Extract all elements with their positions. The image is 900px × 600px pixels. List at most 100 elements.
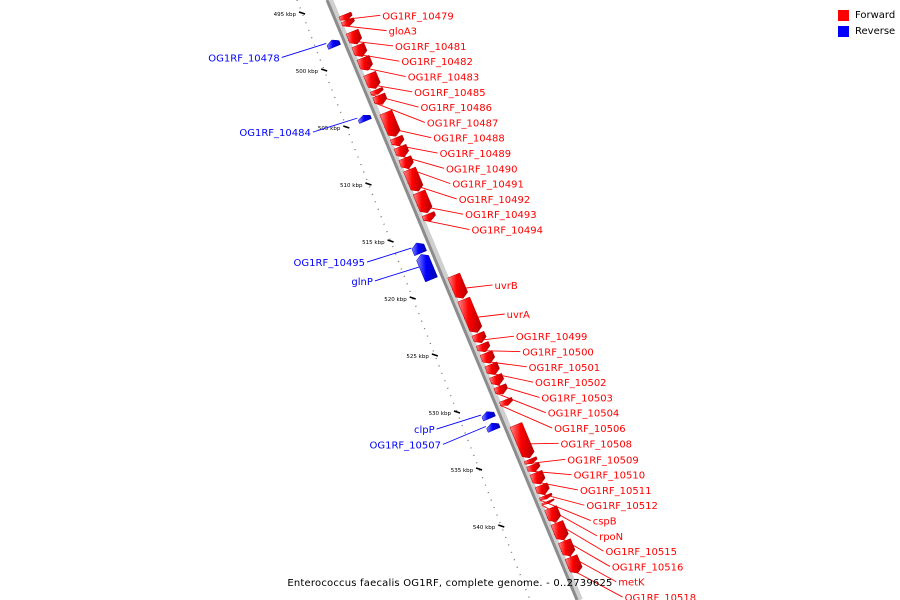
gene-feature-rpoN[interactable]: [541, 498, 555, 506]
gene-label-OG1RF_10507[interactable]: OG1RF_10507: [369, 440, 441, 451]
gene-label-OG1RF_10483[interactable]: OG1RF_10483: [408, 73, 480, 84]
gene-feature-OG1RF_10492[interactable]: [403, 166, 424, 192]
gene-label-OG1RF_10506[interactable]: OG1RF_10506: [554, 424, 626, 435]
gene-label-OG1RF_10510[interactable]: OG1RF_10510: [574, 471, 646, 482]
connector-OG1RF_10504: [494, 392, 546, 414]
gene-label-OG1RF_10516[interactable]: OG1RF_10516: [612, 562, 684, 573]
gene-feature-OG1RF_10518[interactable]: [564, 554, 583, 574]
gene-feature-OG1RF_10494[interactable]: [421, 211, 436, 222]
gene-label-OG1RF_10512[interactable]: OG1RF_10512: [586, 501, 658, 512]
tick-mark-525: [431, 353, 439, 357]
gene-feature-OG1RF_10493[interactable]: [412, 189, 433, 214]
gene-feature-OG1RF_10489[interactable]: [389, 134, 405, 146]
connector-OG1RF_10491: [400, 165, 451, 185]
gene-label-OG1RF_10484[interactable]: OG1RF_10484: [239, 128, 311, 139]
gene-label-OG1RF_10481[interactable]: OG1RF_10481: [395, 42, 467, 53]
gene-feature-glnP[interactable]: [416, 254, 438, 283]
gene-label-OG1RF_10494[interactable]: OG1RF_10494: [471, 226, 542, 237]
gene-feature-OG1RF_10488[interactable]: [379, 109, 401, 137]
gene-label-OG1RF_10485[interactable]: OG1RF_10485: [414, 88, 486, 99]
legend-reverse-label: Reverse: [855, 26, 896, 37]
gene-label-OG1RF_10511[interactable]: OG1RF_10511: [580, 486, 652, 497]
tick-mark-540: [498, 524, 505, 528]
gene-feature-OG1RF_10486[interactable]: [369, 86, 384, 95]
gene-label-OG1RF_10489[interactable]: OG1RF_10489: [440, 149, 512, 160]
gene-feature-OG1RF_10502[interactable]: [484, 361, 500, 375]
gene-label-OG1RF_10518[interactable]: OG1RF_10518: [625, 593, 697, 600]
gene-label-OG1RF_10501[interactable]: OG1RF_10501: [529, 363, 601, 374]
gene-feature-OG1RF_10507[interactable]: [486, 422, 501, 433]
gene-feature-OG1RF_10485[interactable]: [363, 70, 381, 89]
gene-feature-OG1RF_10499[interactable]: [471, 330, 487, 344]
gene-label-clpP[interactable]: clpP: [414, 425, 435, 436]
gene-label-OG1RF_10479[interactable]: OG1RF_10479: [382, 11, 454, 22]
gene-label-OG1RF_10486[interactable]: OG1RF_10486: [420, 103, 492, 114]
tick-label-505: 505 kbp: [318, 126, 341, 132]
gene-feature-uvrB[interactable]: [447, 272, 468, 299]
gene-feature-gloA3[interactable]: [340, 17, 355, 27]
gene-label-OG1RF_10491[interactable]: OG1RF_10491: [452, 180, 523, 191]
gene-label-rpoN[interactable]: rpoN: [599, 532, 623, 543]
gene-label-OG1RF_10493[interactable]: OG1RF_10493: [465, 210, 536, 221]
gene-feature-OG1RF_10481[interactable]: [345, 28, 363, 45]
gene-feature-OG1RF_10483[interactable]: [356, 54, 373, 71]
gene-feature-OG1RF_10490[interactable]: [393, 143, 410, 158]
gene-feature-uvrA[interactable]: [457, 296, 483, 333]
gene-label-uvrA[interactable]: uvrA: [507, 310, 530, 321]
gene-feature-OG1RF_10482[interactable]: [351, 42, 368, 57]
gene-feature-OG1RF_10479[interactable]: [338, 11, 353, 21]
gene-label-OG1RF_10482[interactable]: OG1RF_10482: [401, 57, 473, 68]
gene-feature-OG1RF_10510[interactable]: [526, 461, 541, 472]
legend-reverse: Reverse: [838, 26, 895, 37]
gene-label-OG1RF_10515[interactable]: OG1RF_10515: [605, 547, 677, 558]
gene-label-OG1RF_10503[interactable]: OG1RF_10503: [541, 393, 613, 404]
gene-label-OG1RF_10495[interactable]: OG1RF_10495: [294, 258, 366, 269]
tick-mark-510: [365, 182, 372, 186]
gene-label-OG1RF_10490[interactable]: OG1RF_10490: [446, 164, 517, 175]
gene-label-OG1RF_10508[interactable]: OG1RF_10508: [561, 439, 633, 450]
gene-label-uvrB[interactable]: uvrB: [495, 281, 518, 292]
gene-label-OG1RF_10500[interactable]: OG1RF_10500: [522, 348, 594, 359]
connector-OG1RF_10495: [366, 247, 412, 263]
gene-label-OG1RF_10478[interactable]: OG1RF_10478: [208, 53, 280, 64]
gene-label-glnP[interactable]: glnP: [351, 277, 373, 288]
gene-feature-OG1RF_10512[interactable]: [534, 482, 550, 495]
gene-feature-OG1RF_10487[interactable]: [372, 92, 388, 105]
gene-label-cspB[interactable]: cspB: [593, 517, 617, 528]
connector-OG1RF_10487: [373, 102, 426, 123]
tick-label-495: 495 kbp: [274, 12, 297, 18]
tick-mark-500: [320, 68, 328, 72]
gene-feature-OG1RF_10504[interactable]: [493, 383, 508, 395]
gene-feature-OG1RF_10511[interactable]: [529, 469, 546, 485]
gene-feature-OG1RF_10484[interactable]: [357, 115, 372, 124]
gene-feature-OG1RF_10508[interactable]: [509, 422, 535, 459]
gene-feature-metK[interactable]: [558, 538, 576, 557]
gene-label-OG1RF_10488[interactable]: OG1RF_10488: [433, 134, 505, 145]
gene-feature-OG1RF_10491[interactable]: [398, 155, 414, 169]
gene-feature-OG1RF_10500[interactable]: [475, 341, 491, 353]
gene-feature-OG1RF_10516[interactable]: [550, 520, 569, 541]
gene-feature-cspB[interactable]: [539, 492, 553, 501]
gene-feature-OG1RF_10515[interactable]: [544, 505, 562, 523]
tick-label-535: 535 kbp: [451, 468, 474, 474]
gene-label-OG1RF_10502[interactable]: OG1RF_10502: [535, 378, 607, 389]
gene-feature-OG1RF_10503[interactable]: [489, 372, 505, 386]
gene-feature-OG1RF_10506[interactable]: [499, 396, 514, 406]
gene-feature-OG1RF_10509[interactable]: [523, 456, 538, 465]
gene-label-metK[interactable]: metK: [618, 578, 645, 589]
gene-feature-clpP[interactable]: [481, 411, 496, 422]
gene-label-OG1RF_10509[interactable]: OG1RF_10509: [567, 455, 639, 466]
gene-label-gloA3[interactable]: gloA3: [389, 27, 417, 38]
gene-feature-OG1RF_10501[interactable]: [479, 350, 496, 364]
gene-label-OG1RF_10487[interactable]: OG1RF_10487: [427, 118, 499, 129]
gene-feature-OG1RF_10478[interactable]: [326, 39, 341, 50]
gene-feature-OG1RF_10495[interactable]: [411, 242, 427, 257]
gene-label-OG1RF_10499[interactable]: OG1RF_10499: [516, 332, 588, 343]
tick-label-520: 520 kbp: [384, 297, 407, 303]
connector-metK: [560, 550, 617, 583]
gene-label-OG1RF_10504[interactable]: OG1RF_10504: [548, 409, 620, 420]
label-connectors: [281, 14, 623, 598]
gene-label-OG1RF_10492[interactable]: OG1RF_10492: [459, 195, 530, 206]
tick-label-515: 515 kbp: [362, 240, 385, 246]
